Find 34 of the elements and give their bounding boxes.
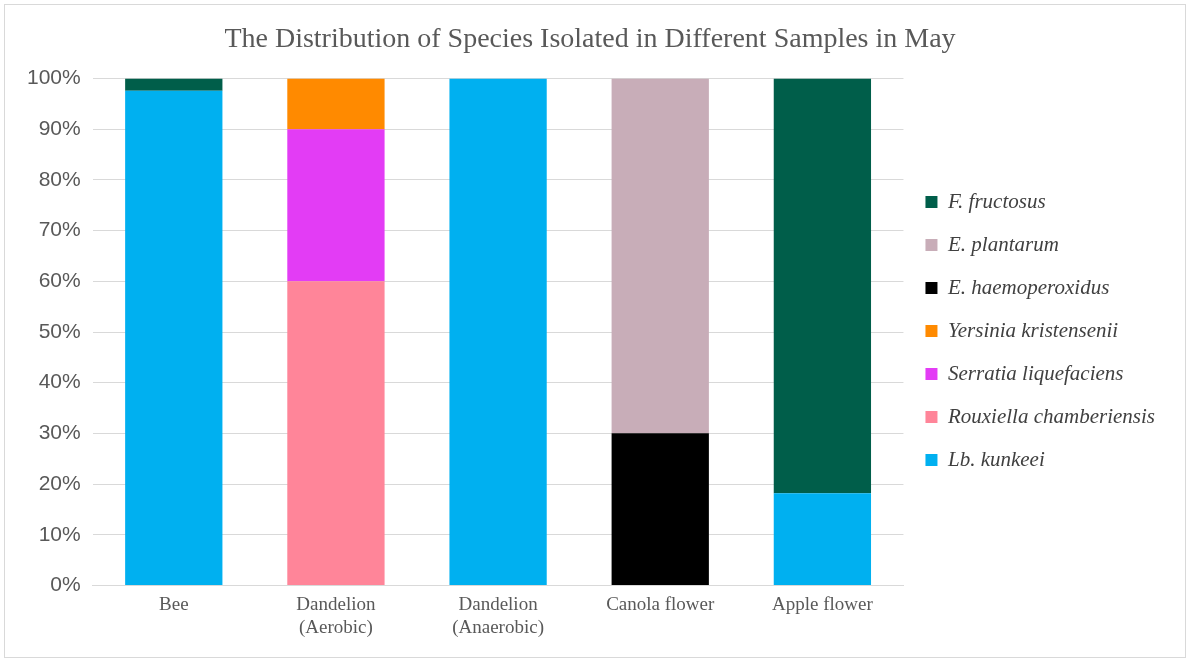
bar [287, 281, 385, 585]
bar [125, 90, 223, 585]
x-tick-label: Apple flower [772, 592, 874, 614]
bar [773, 493, 872, 585]
bar [449, 78, 547, 585]
bar [611, 78, 709, 434]
bar [611, 433, 709, 585]
y-tick-label: 100% [26, 65, 81, 89]
legend-label: F. fructosus [946, 188, 1046, 213]
bar [125, 78, 223, 91]
y-tick-label: 20% [38, 470, 81, 494]
y-tick-label: 0% [50, 572, 81, 596]
bar [287, 78, 385, 130]
x-tick-label: Bee [159, 592, 189, 614]
x-tick-label: Canola flower [606, 592, 715, 614]
y-tick-label: 50% [38, 318, 81, 342]
legend-label: E. haemoperoxidus [946, 274, 1110, 299]
y-tick-label: 70% [38, 217, 81, 241]
legend-label: Serratia liquefaciens [947, 360, 1124, 385]
y-tick-label: 90% [38, 116, 81, 140]
y-tick-label: 10% [38, 521, 81, 545]
bar [287, 129, 385, 282]
legend-label: Lb. kunkeei [946, 446, 1045, 471]
legend-label: E. plantarum [946, 231, 1059, 256]
x-tick-label: Dandelion (Anaerobic) [452, 592, 544, 638]
bar [773, 78, 872, 494]
y-tick-label: 80% [38, 166, 81, 190]
legend-label: Yersinia kristensenii [947, 317, 1119, 342]
x-tick-label: Dandelion (Aerobic) [296, 592, 376, 638]
legend-label: Rouxiella chamberiensis [946, 403, 1156, 428]
y-tick-label: 60% [38, 268, 81, 292]
y-tick-label: 30% [38, 420, 81, 444]
chart-title: The Distribution of Species Isolated in Different Samples in May [224, 22, 956, 54]
y-tick-label: 40% [38, 369, 81, 393]
